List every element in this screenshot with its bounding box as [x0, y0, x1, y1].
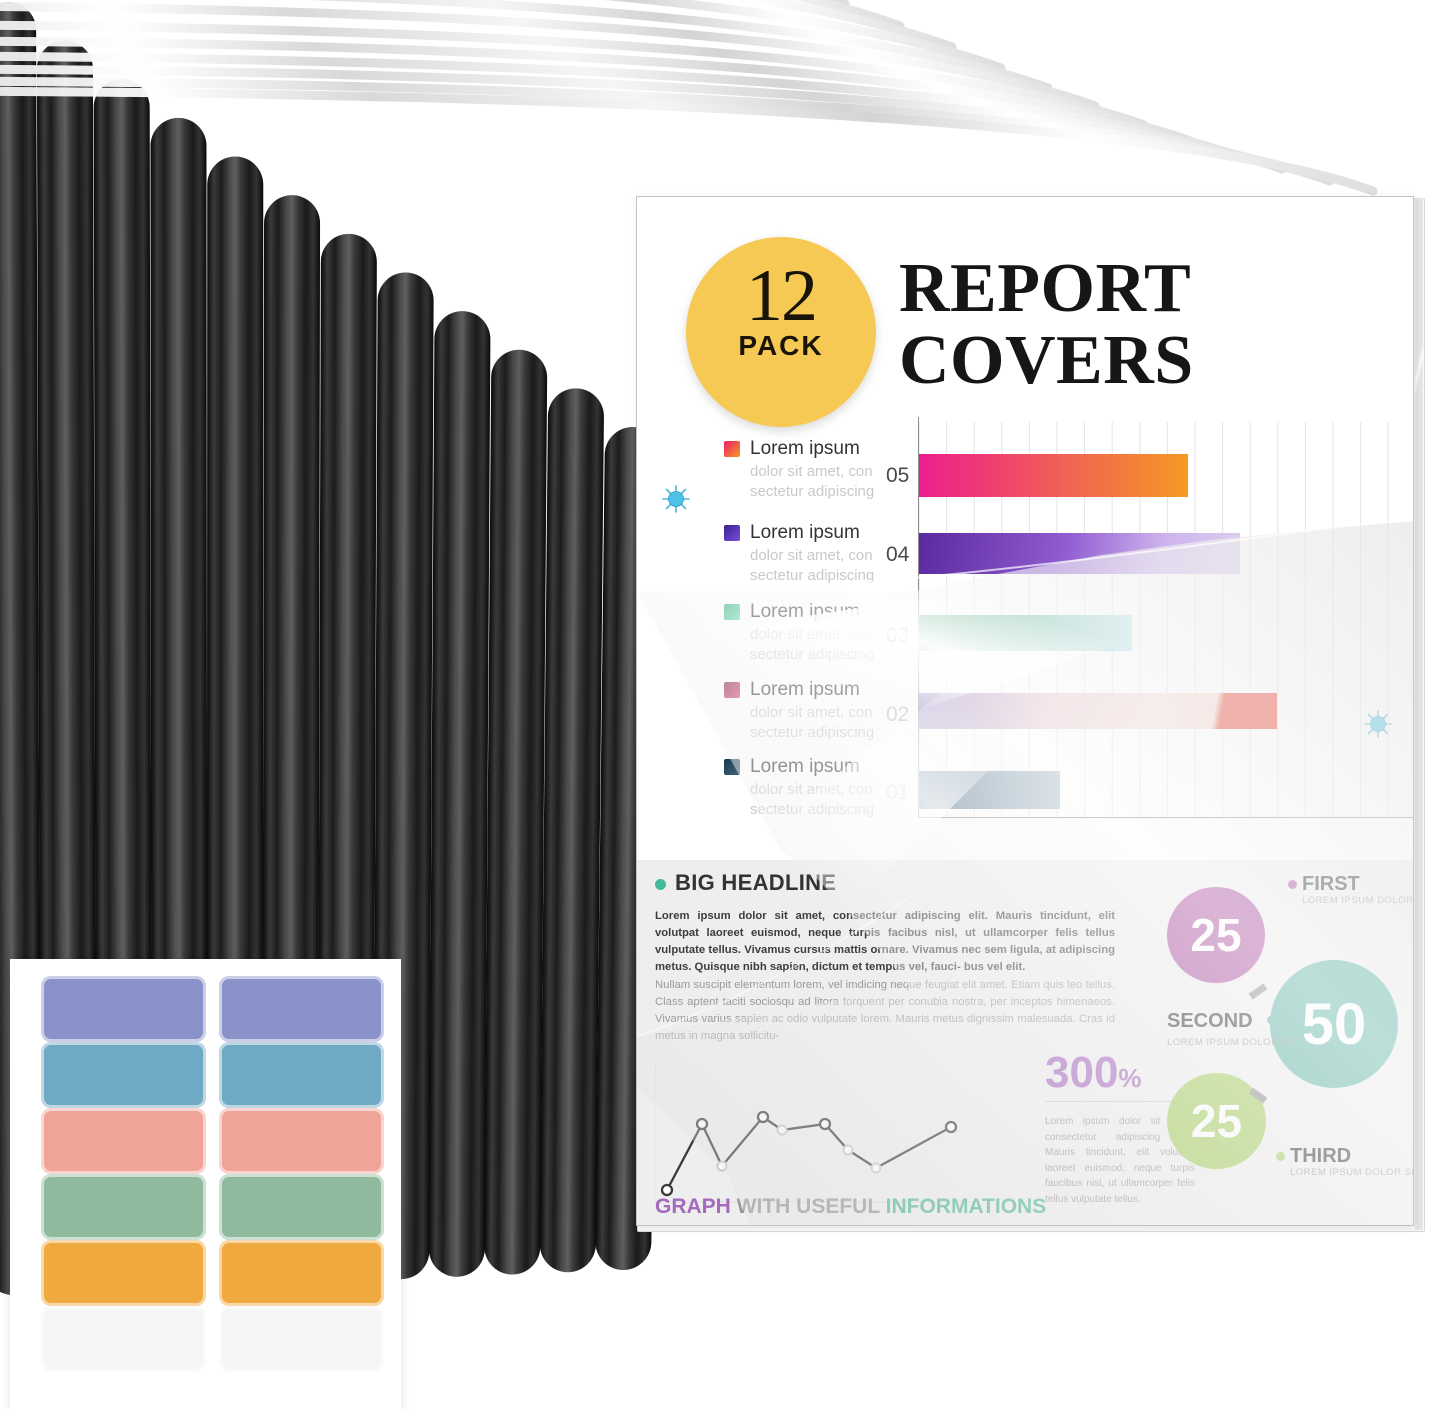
svg-text:100: 100 [655, 1062, 656, 1073]
